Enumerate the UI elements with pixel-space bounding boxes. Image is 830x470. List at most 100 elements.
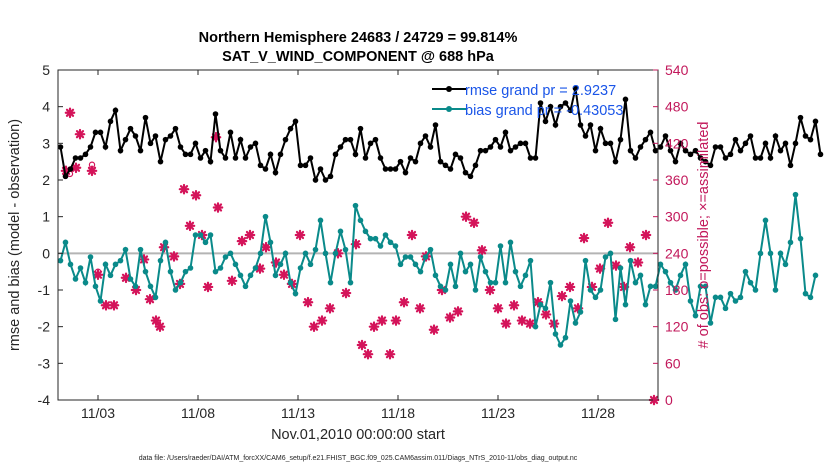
obs-assimilated-marker-17 [178, 183, 190, 195]
rmse-point-53 [322, 177, 329, 183]
bias-point-142 [767, 250, 774, 257]
bias-point-8 [97, 298, 104, 304]
plot-frame [57, 69, 659, 401]
bias-point-91 [512, 268, 519, 275]
bias-point-107 [592, 294, 599, 301]
bias-point-3 [72, 276, 79, 282]
y-right-tick-label-3: 360 [665, 172, 689, 188]
rmse-point-128 [697, 155, 704, 161]
bias-point-85 [482, 268, 489, 275]
obs-possible-marker-2 [94, 268, 102, 275]
obs-assimilated-marker-32 [294, 229, 306, 241]
bias-point-13 [122, 246, 129, 253]
y-right-tick-label-2: 420 [665, 135, 689, 151]
obs-assimilated-marker-34 [308, 321, 320, 332]
bias-point-41 [262, 213, 269, 220]
y-right-tick-label-7: 120 [665, 319, 689, 335]
bias-point-112 [617, 265, 624, 271]
rmse-point-10 [107, 118, 114, 125]
rmse-point-91 [512, 144, 519, 150]
bias-point-135 [732, 298, 739, 304]
y-left-tick-label-4: 1 [42, 209, 50, 225]
bias-point-123 [672, 287, 679, 293]
bias-point-141 [762, 217, 769, 224]
chart-title-line1: Northern Hemisphere 24683 / 24729 = 99.8… [199, 30, 518, 46]
obs-assimilated-marker-7 [108, 299, 120, 311]
bias-point-149 [802, 290, 809, 297]
obs-possible-marker-1 [88, 161, 96, 168]
bias-point-77 [442, 287, 449, 293]
bias-point-51 [312, 246, 319, 253]
rmse-series [57, 85, 824, 184]
bias-point-79 [452, 283, 459, 290]
obs-assimilated-marker-15 [168, 251, 180, 262]
obs-assimilated-marker-36 [324, 303, 336, 314]
rmse-point-87 [492, 136, 499, 143]
obs-assimilated-marker-57 [484, 284, 496, 296]
bias-point-10 [107, 272, 114, 279]
bias-point-6 [87, 254, 94, 260]
obs-assimilated-marker-30 [278, 269, 290, 281]
bias-point-25 [182, 268, 189, 275]
bias-point-9 [102, 261, 109, 268]
bias-point-49 [302, 250, 309, 257]
rmse-point-50 [307, 155, 314, 161]
obs-assimilated-marker-24 [226, 275, 238, 287]
obs-assimilated-marker-23 [212, 202, 224, 213]
bias-point-32 [217, 265, 224, 271]
bias-point-146 [787, 239, 794, 246]
rmse-point-54 [327, 173, 334, 180]
rmse-point-63 [372, 136, 379, 143]
bias-point-92 [517, 283, 524, 290]
rmse-point-9 [102, 144, 109, 150]
rmse-point-118 [647, 129, 654, 136]
rmse-point-62 [367, 140, 374, 147]
bias-point-117 [642, 301, 649, 308]
x-tick-label-3: 11/18 [381, 405, 415, 421]
bias-point-137 [742, 268, 749, 275]
rmse-point-55 [332, 151, 339, 158]
bias-point-44 [277, 261, 284, 268]
obs-assimilated-marker-12 [150, 315, 162, 326]
bias-point-113 [622, 301, 629, 308]
rmse-point-40 [257, 162, 264, 169]
bias-point-150 [807, 294, 814, 301]
rmse-point-71 [412, 158, 419, 165]
bias-point-19 [152, 294, 159, 301]
bias-point-45 [282, 250, 289, 257]
rmse-point-68 [397, 158, 404, 165]
obs-assimilated-marker-47 [406, 229, 418, 241]
obs-assimilated-marker-66 [556, 290, 568, 302]
rmse-point-99 [552, 122, 559, 128]
rmse-point-149 [802, 133, 809, 139]
rmse-point-88 [497, 144, 504, 150]
rmse-point-13 [122, 136, 129, 143]
rmse-point-90 [507, 147, 514, 154]
rmse-point-17 [142, 114, 149, 121]
bias-point-34 [227, 250, 234, 257]
bias-point-21 [162, 239, 169, 246]
bias-point-108 [597, 287, 604, 293]
rmse-point-89 [502, 129, 509, 136]
rmse-point-102 [567, 107, 574, 114]
legend-label-0: rmse grand pr = 2.9237 [465, 83, 616, 99]
bias-point-72 [417, 268, 424, 275]
rmse-point-30 [207, 158, 214, 165]
bias-point-143 [772, 287, 779, 293]
bias-point-39 [252, 265, 259, 271]
y-left-tick-label-3: 2 [42, 172, 50, 188]
bias-point-14 [127, 276, 134, 282]
bias-point-53 [322, 250, 329, 257]
rmse-point-81 [462, 169, 469, 176]
bias-point-30 [207, 232, 214, 238]
obs-assimilated-marker-13 [154, 321, 166, 332]
bias-point-71 [412, 261, 419, 268]
rmse-point-7 [92, 129, 99, 136]
rmse-point-24 [177, 144, 184, 150]
rmse-point-23 [172, 125, 179, 132]
bias-point-78 [447, 261, 454, 268]
obs-assimilated-marker-45 [390, 315, 402, 326]
rmse-point-20 [157, 158, 164, 165]
bias-point-151 [812, 272, 819, 279]
